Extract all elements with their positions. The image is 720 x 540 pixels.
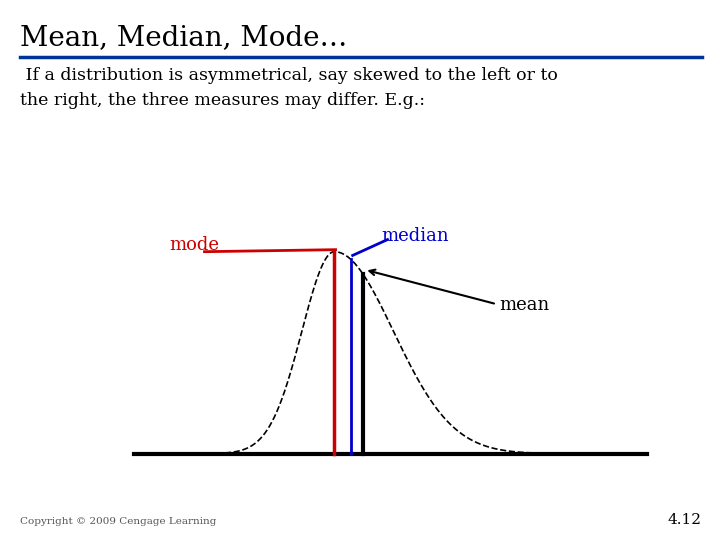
Text: median: median xyxy=(382,227,449,246)
Text: Copyright © 2009 Cengage Learning: Copyright © 2009 Cengage Learning xyxy=(20,517,217,526)
Text: the right, the three measures may differ. E.g.:: the right, the three measures may differ… xyxy=(20,92,425,109)
Text: Mean, Median, Mode…: Mean, Median, Mode… xyxy=(20,24,348,51)
Text: If a distribution is asymmetrical, say skewed to the left or to: If a distribution is asymmetrical, say s… xyxy=(20,68,558,84)
Text: mean: mean xyxy=(500,296,550,314)
Text: mode: mode xyxy=(169,235,219,254)
Text: 4.12: 4.12 xyxy=(668,512,702,526)
